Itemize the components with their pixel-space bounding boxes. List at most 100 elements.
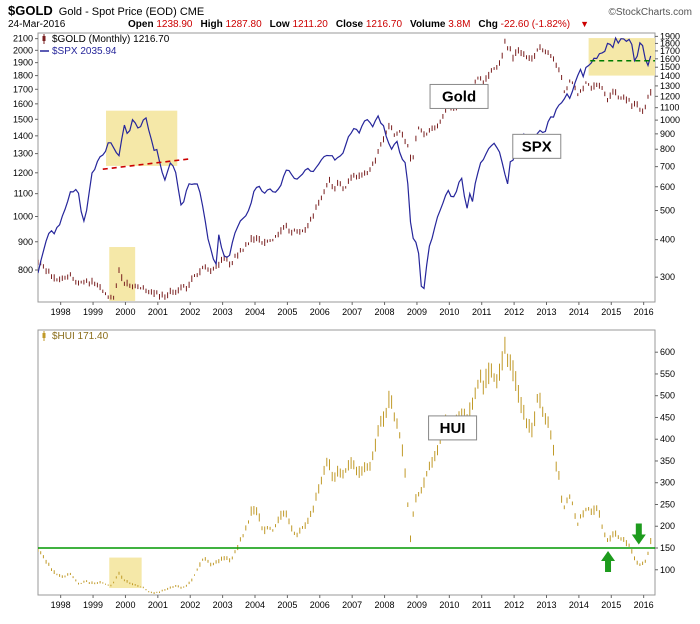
plot-area	[37, 32, 656, 303]
x-year-label: 2015	[601, 600, 621, 610]
x-year-label: 2014	[569, 307, 589, 317]
highlight-box	[106, 110, 178, 166]
legend-label: $SPX 2035.94	[52, 46, 117, 57]
x-year-label: 2013	[536, 307, 556, 317]
x-year-label: 2009	[407, 307, 427, 317]
y-tick-label-right: 300	[660, 478, 675, 488]
x-year-label: 2011	[472, 600, 491, 610]
chart-header: $GOLD Gold - Spot Price (EOD) CME ©Stock…	[8, 3, 692, 18]
y-tick-label-right: 550	[660, 369, 675, 379]
y-tick-label-left: 2100	[13, 34, 33, 44]
hui-series	[38, 336, 652, 594]
x-year-label: 1999	[83, 600, 103, 610]
y-tick-label-left: 1800	[13, 71, 33, 81]
plot-area	[37, 329, 656, 596]
x-year-label: 2012	[504, 307, 524, 317]
x-year-label: 2001	[148, 600, 168, 610]
y-tick-label-right: 500	[660, 391, 675, 401]
legend-label: $GOLD (Monthly) 1216.70	[52, 34, 170, 45]
quote-date: 24-Mar-2016	[8, 19, 66, 30]
y-tick-label-left: 1400	[13, 131, 33, 141]
x-year-label: 2003	[213, 600, 233, 610]
quote-field-open: Open 1238.90	[128, 19, 193, 30]
y-tick-label-right: 1000	[660, 115, 680, 125]
y-tick-label-right: 1600	[660, 54, 680, 64]
y-tick-label-right: 1100	[660, 103, 679, 113]
x-year-label: 1998	[51, 600, 71, 610]
x-year-label: 1999	[83, 307, 103, 317]
x-year-label: 2002	[180, 307, 200, 317]
legend-label: $HUI 171.40	[52, 331, 109, 342]
x-year-label: 2003	[213, 307, 233, 317]
y-tick-label-left: 1000	[13, 211, 33, 221]
y-tick-label-right: 600	[660, 182, 675, 192]
y-tick-label-right: 400	[660, 434, 675, 444]
symbol-description: Gold - Spot Price (EOD) CME	[58, 6, 205, 18]
svg-text:SPX: SPX	[522, 138, 552, 155]
quote-field-high: High 1287.80	[200, 19, 262, 30]
x-year-label: 2005	[277, 600, 297, 610]
x-year-label: 2011	[472, 307, 491, 317]
x-year-label: 2013	[536, 600, 556, 610]
y-tick-label-left: 1600	[13, 99, 33, 109]
y-tick-label-left: 1300	[13, 149, 33, 159]
x-year-label: 2014	[569, 600, 589, 610]
y-tick-label-right: 1500	[660, 62, 680, 72]
highlight-box	[109, 557, 142, 589]
y-tick-label-left: 1700	[13, 84, 33, 94]
y-tick-label-right: 1300	[660, 81, 680, 91]
y-tick-label-right: 1400	[660, 71, 680, 81]
spx-series	[38, 36, 652, 290]
x-year-label: 2006	[310, 307, 330, 317]
svg-text:Gold: Gold	[442, 88, 476, 105]
stockcharts-credit: ©StockCharts.com	[608, 7, 692, 18]
gold-series	[38, 38, 652, 300]
y-tick-label-left: 2000	[13, 45, 33, 55]
panel-bottom: HUI 600 550 500 450 400 350 300 250 200 150 100 1998…	[37, 329, 675, 610]
x-year-label: 2004	[245, 307, 265, 317]
symbol-title: $GOLD	[8, 3, 53, 18]
legend-item: $HUI 171.40	[42, 331, 109, 342]
change-down-icon: ▼	[580, 19, 590, 29]
x-year-label: 2000	[115, 307, 135, 317]
y-tick-label-right: 350	[660, 456, 675, 466]
y-tick-label-right: 100	[660, 565, 675, 575]
y-tick-label-right: 600	[660, 347, 675, 357]
x-year-label: 2016	[634, 307, 654, 317]
svg-text:HUI: HUI	[440, 420, 466, 437]
y-tick-label-right: 500	[660, 206, 675, 216]
x-year-label: 2012	[504, 600, 524, 610]
x-year-label: 2006	[310, 600, 330, 610]
down-arrow	[631, 523, 646, 545]
y-tick-label-right: 1900	[660, 31, 680, 41]
highlight-box	[109, 247, 136, 301]
y-tick-label-right: 200	[660, 521, 675, 531]
y-tick-label-right: 1700	[660, 46, 680, 56]
quote-field-volume: Volume 3.8M	[410, 19, 471, 30]
panel-top: GoldSPX210020001900180017001600150014001…	[13, 31, 680, 317]
x-year-label: 2015	[601, 307, 621, 317]
x-year-label: 2001	[148, 307, 168, 317]
y-tick-label-right: 700	[660, 162, 675, 172]
x-year-label: 2009	[407, 600, 427, 610]
y-tick-label-right: 300	[660, 272, 675, 282]
quote-field-close: Close 1216.70	[335, 19, 403, 30]
annotation-label-gold: Gold	[429, 83, 489, 109]
x-year-label: 2010	[439, 307, 459, 317]
x-year-label: 2010	[439, 600, 459, 610]
quote-field-low: Low 1211.20	[269, 19, 328, 30]
y-tick-label-right: 400	[660, 235, 675, 245]
y-tick-label-left: 1900	[13, 58, 33, 68]
legend-item: $SPX 2035.94	[40, 46, 117, 57]
y-tick-label-left: 1100	[14, 189, 33, 199]
y-tick-label-left: 800	[18, 265, 33, 275]
x-year-label: 2008	[375, 307, 395, 317]
y-tick-label-right: 1200	[660, 91, 680, 101]
quote-line: 24-Mar-2016 Open 1238.90 High 1287.80 Lo…	[8, 19, 692, 30]
highlight-box	[588, 38, 655, 76]
x-year-label: 2000	[115, 600, 135, 610]
y-tick-label-left: 900	[18, 237, 33, 247]
y-tick-label-right: 1800	[660, 38, 680, 48]
y-tick-label-right: 150	[660, 543, 675, 553]
